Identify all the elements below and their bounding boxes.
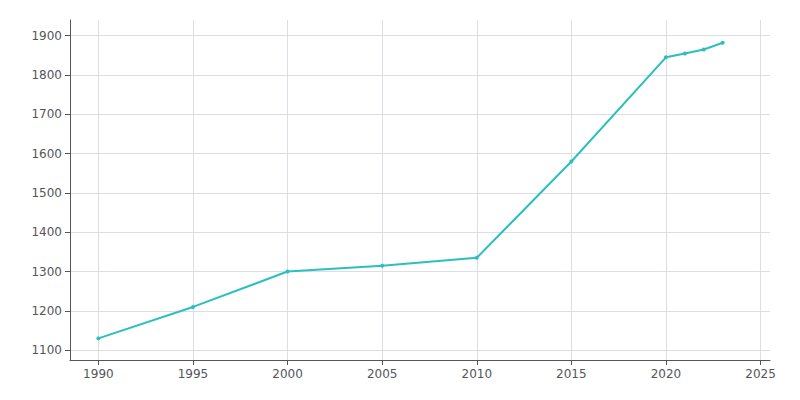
svg-text:2025: 2025 [745,367,776,381]
svg-text:2020: 2020 [651,367,682,381]
svg-text:1200: 1200 [31,304,62,318]
svg-text:1300: 1300 [31,265,62,279]
svg-text:1990: 1990 [83,367,114,381]
svg-text:1600: 1600 [31,147,62,161]
svg-text:2015: 2015 [556,367,587,381]
svg-text:1995: 1995 [178,367,209,381]
svg-text:2000: 2000 [272,367,303,381]
svg-text:1100: 1100 [31,343,62,357]
svg-text:1700: 1700 [31,107,62,121]
svg-text:2010: 2010 [461,367,492,381]
svg-text:1500: 1500 [31,186,62,200]
svg-text:1800: 1800 [31,68,62,82]
svg-text:2005: 2005 [367,367,398,381]
svg-text:1400: 1400 [31,225,62,239]
svg-text:1900: 1900 [31,29,62,43]
